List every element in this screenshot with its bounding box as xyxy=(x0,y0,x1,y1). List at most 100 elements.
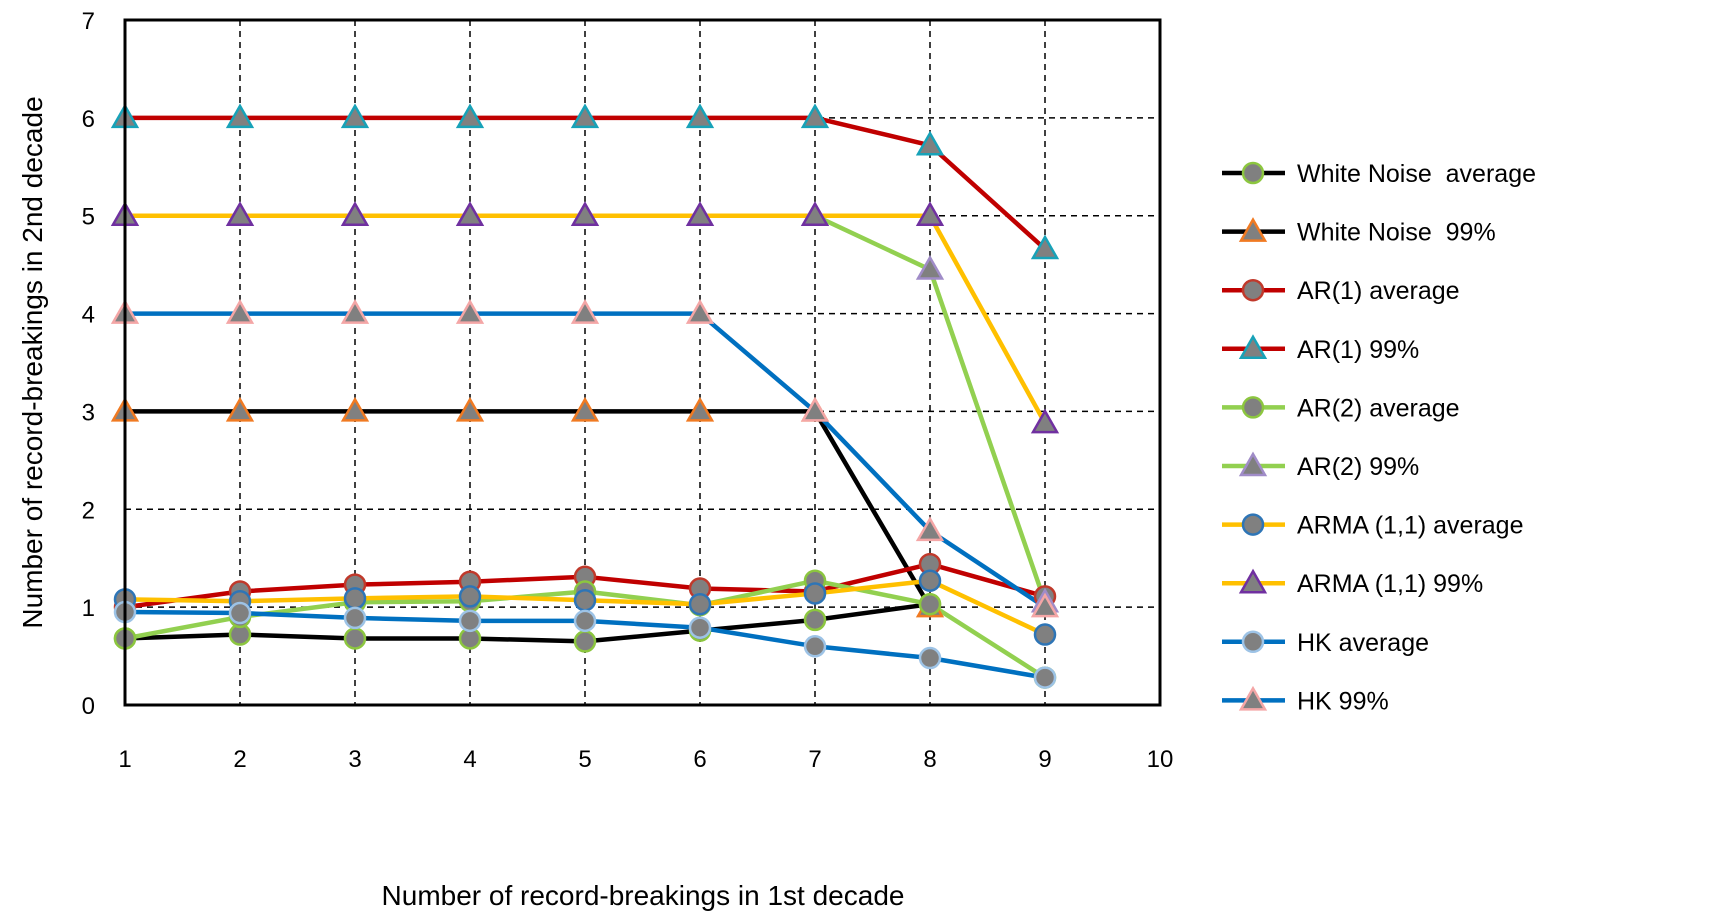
series-0-point xyxy=(803,608,827,632)
legend-item: AR(1) 99% xyxy=(1222,334,1419,364)
series-3-point xyxy=(1030,234,1060,260)
x-tick-label: 4 xyxy=(463,746,476,773)
x-tick-label: 10 xyxy=(1147,746,1174,773)
legend-marker xyxy=(1241,513,1265,536)
legend-label: AR(2) average xyxy=(1297,394,1460,422)
y-axis-title: Number of record-breakings in 2nd decade xyxy=(17,96,48,628)
y-axis-ticks: 0 1 2 3 4 5 6 7 xyxy=(82,8,95,720)
legend-item: ARMA (1,1) 99% xyxy=(1222,568,1483,598)
series-8-point xyxy=(573,609,597,633)
legend-label: AR(2) 99% xyxy=(1297,453,1419,481)
legend-item: White Noise average xyxy=(1222,160,1536,188)
series-line-1 xyxy=(125,409,932,609)
legend-marker xyxy=(1238,451,1268,477)
y-tick-label: 4 xyxy=(82,302,95,329)
y-tick-label: 0 xyxy=(82,693,95,720)
series-7-point xyxy=(225,201,255,226)
series-7-point xyxy=(570,201,600,226)
series-1-point xyxy=(570,396,600,422)
y-tick-label: 3 xyxy=(82,399,95,426)
series-8-point xyxy=(803,635,827,658)
series-1-point xyxy=(340,396,370,422)
legend-marker xyxy=(1241,278,1265,302)
legend-marker xyxy=(1238,334,1268,360)
series-8-point xyxy=(1033,666,1057,689)
legend-label: White Noise average xyxy=(1297,160,1536,188)
legend-marker xyxy=(1238,568,1268,594)
series-0-point xyxy=(573,630,597,653)
x-tick-label: 7 xyxy=(808,746,821,773)
series-3-point xyxy=(225,103,255,129)
series-8-point xyxy=(343,606,367,630)
series-8-point xyxy=(228,601,252,625)
series-7-point xyxy=(455,201,485,226)
series-4-point xyxy=(918,592,942,616)
y-tick-label: 1 xyxy=(82,595,95,622)
legend-item: HK average xyxy=(1222,629,1429,657)
legend-label: HK average xyxy=(1297,629,1429,657)
series-3-point xyxy=(915,130,945,156)
series-1-point xyxy=(225,396,255,422)
series-7-point xyxy=(800,201,830,226)
y-tick-label: 5 xyxy=(82,204,95,231)
x-tick-label: 8 xyxy=(923,746,936,773)
legend-item: AR(1) average xyxy=(1222,277,1460,305)
series-7-point xyxy=(340,201,370,226)
series-0-point xyxy=(343,627,367,650)
x-tick-label: 5 xyxy=(578,746,591,773)
series-7-point xyxy=(915,201,945,226)
legend-item: HK 99% xyxy=(1222,685,1389,715)
series-9-point xyxy=(340,299,370,324)
legend-marker xyxy=(1241,396,1265,419)
series-8-point xyxy=(688,616,712,639)
series-1-point xyxy=(455,396,485,422)
legend-label: White Noise 99% xyxy=(1297,219,1496,247)
series-1-point xyxy=(685,396,715,422)
x-tick-label: 3 xyxy=(348,746,361,773)
series-7-point xyxy=(1030,408,1060,434)
x-axis-title: Number of record-breakings in 1st decade xyxy=(382,880,905,911)
x-tick-label: 1 xyxy=(118,746,131,773)
series-6-point xyxy=(343,587,367,610)
legend-marker xyxy=(1238,685,1268,711)
legend-marker xyxy=(1241,630,1265,654)
legend-marker xyxy=(1241,161,1265,185)
x-tick-label: 6 xyxy=(693,746,706,773)
series-6-point xyxy=(573,589,597,612)
series-3-point xyxy=(455,103,485,129)
series-3-point xyxy=(800,103,830,129)
series-8-point xyxy=(918,646,942,670)
series-6-point xyxy=(688,592,712,616)
legend-label: HK 99% xyxy=(1297,687,1389,715)
series-9-point xyxy=(915,516,945,542)
y-tick-label: 6 xyxy=(82,106,95,133)
series-7-point xyxy=(685,201,715,226)
x-tick-label: 2 xyxy=(233,746,246,773)
series-6-point xyxy=(1033,623,1057,646)
legend-item: AR(2) average xyxy=(1222,394,1460,422)
series-5-point xyxy=(915,255,945,280)
x-tick-label: 9 xyxy=(1038,746,1051,773)
series-9-point xyxy=(225,299,255,324)
series-6-point xyxy=(803,582,827,605)
x-axis-ticks: 1 2 3 4 5 6 7 8 9 10 xyxy=(118,746,1173,773)
legend-item: White Noise 99% xyxy=(1222,217,1496,247)
series-6-point xyxy=(458,585,482,608)
legend-marker xyxy=(1238,217,1268,242)
y-tick-label: 7 xyxy=(82,8,95,35)
legend-item: ARMA (1,1) average xyxy=(1222,512,1524,540)
series-line-0 xyxy=(124,601,931,644)
legend-label: AR(1) 99% xyxy=(1297,336,1419,364)
series-9-point xyxy=(685,299,715,324)
legend-label: AR(1) average xyxy=(1297,277,1460,305)
legend-label: ARMA (1,1) average xyxy=(1297,512,1524,540)
legend: White Noise average White Noise 99% AR(1) … xyxy=(1222,160,1536,715)
series-3-point xyxy=(685,103,715,129)
series-9-point xyxy=(455,299,485,324)
series-9-point xyxy=(800,396,830,422)
series-3-point xyxy=(340,103,370,129)
series-6-point xyxy=(918,569,942,592)
series-3-point xyxy=(570,103,600,129)
y-tick-label: 2 xyxy=(82,497,95,524)
